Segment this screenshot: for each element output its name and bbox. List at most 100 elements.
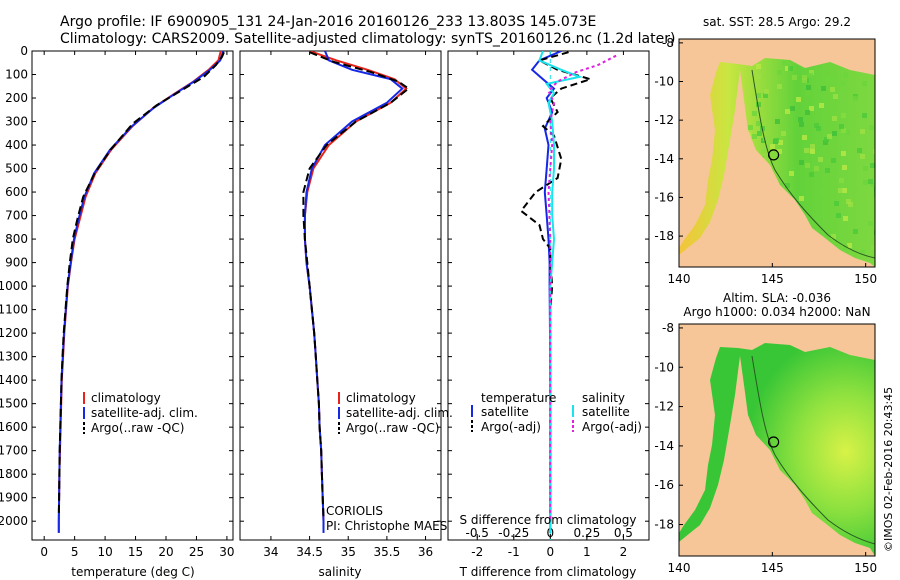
sst-pixel xyxy=(841,113,846,118)
imos-credit: ©IMOS 02-Feb-2016 20:43:45 xyxy=(882,387,895,552)
map-x-tick-label: 150 xyxy=(854,561,877,575)
map-x-tick-label: 140 xyxy=(668,561,691,575)
s-tick-label: 0.5 xyxy=(614,526,633,540)
depth-tick-label: 1400 xyxy=(0,373,28,387)
depth-tick-label: 0 xyxy=(20,44,28,58)
sst-pixel xyxy=(841,128,846,133)
salinity-x-label: salinity xyxy=(318,565,361,579)
x-tick-label: -1 xyxy=(508,545,520,559)
sst-pixel xyxy=(824,137,829,142)
s-tick-label: -0.25 xyxy=(498,526,529,540)
sst-pixel xyxy=(792,75,797,80)
map-y-tick-label: -16 xyxy=(654,190,674,204)
map-y-tick-label: -10 xyxy=(654,360,674,374)
map-x-tick-label: 150 xyxy=(854,272,877,286)
x-tick-label: 36 xyxy=(418,545,433,559)
sst-pixel xyxy=(805,110,810,115)
depth-tick-label: 1800 xyxy=(0,467,28,481)
legend-satellite-label: satellite-adj. clim. xyxy=(91,406,198,420)
depth-tick-label: 500 xyxy=(5,162,28,176)
sst-pixel xyxy=(770,144,775,149)
sst-pixel xyxy=(802,75,807,80)
salinity-argo-diff-line xyxy=(547,54,617,522)
sst-pixel xyxy=(818,157,823,162)
sst-pixel xyxy=(843,245,848,250)
x-tick-label: 1 xyxy=(583,545,591,559)
sst-pixel xyxy=(806,85,811,90)
s-tick-label: 0 xyxy=(547,526,555,540)
legend-temperature-heading: temperature xyxy=(481,391,556,405)
sla-map-subtitle: Argo h1000: 0.034 h2000: NaN xyxy=(683,305,870,319)
sst-pixel xyxy=(847,243,852,248)
sst-land-north xyxy=(679,39,875,248)
map-y-tick-label: -14 xyxy=(654,152,674,166)
temperature-x-label: temperature (deg C) xyxy=(71,565,194,579)
sst-pixel xyxy=(841,151,846,156)
legend-climatology-label: climatology xyxy=(91,391,161,405)
sst-pixel xyxy=(810,149,815,154)
sst-pixel xyxy=(868,221,873,226)
legend-t-argo-label: Argo(-adj) xyxy=(481,420,541,434)
legend-s-argo-label: Argo(-adj) xyxy=(582,420,642,434)
sst-map-frame xyxy=(678,38,876,268)
sst-pixel xyxy=(821,86,826,91)
map-x-tick-label: 145 xyxy=(761,561,784,575)
sst-pixel xyxy=(785,66,790,71)
sst-pixel xyxy=(839,124,844,129)
salinity-x-ticks: 34 34.5 35 35.5 36 xyxy=(263,51,433,559)
depth-tick-label: 800 xyxy=(5,232,28,246)
legend-t-satellite-label: satellite xyxy=(481,405,529,419)
sst-pixel xyxy=(826,77,831,82)
sst-pixel xyxy=(756,93,761,98)
map-x-tick-label: 145 xyxy=(761,272,784,286)
legend-satellite-label: satellite-adj. clim. xyxy=(346,406,453,420)
sst-pixel xyxy=(799,122,804,127)
sst-pixel xyxy=(831,158,836,163)
sst-pixel xyxy=(842,165,847,170)
x-tick-label: 35.5 xyxy=(374,545,401,559)
sst-pixel xyxy=(830,87,835,92)
sst-pixel xyxy=(805,91,810,96)
x-tick-label: 34 xyxy=(263,545,278,559)
sst-pixel xyxy=(842,188,847,193)
sst-pixel xyxy=(799,160,804,165)
x-tick-label: 5 xyxy=(71,545,79,559)
sla-land-cape-york xyxy=(679,356,875,556)
map-y-tick-label: -14 xyxy=(654,439,674,453)
depth-tick-label: 900 xyxy=(5,256,28,270)
sst-pixel xyxy=(845,130,850,135)
x-tick-label: 15 xyxy=(128,545,143,559)
sst-map-title: sat. SST: 28.5 Argo: 29.2 xyxy=(703,15,851,29)
data-centre-label: CORIOLIS xyxy=(326,504,383,518)
sst-pixel xyxy=(777,149,782,154)
sst-pixel xyxy=(756,102,761,107)
map-y-tick-label: -8 xyxy=(662,321,674,335)
sst-pixel xyxy=(761,149,766,154)
depth-tick-label: 1600 xyxy=(0,420,28,434)
sst-pixel xyxy=(777,70,782,75)
sst-land-cape-york xyxy=(679,70,875,267)
x-tick-label: 20 xyxy=(158,545,173,559)
sst-pixel xyxy=(777,84,782,89)
sst-pixel xyxy=(785,109,790,114)
sst-pixel xyxy=(764,89,769,94)
sst-pixel xyxy=(814,166,819,171)
sst-pixel xyxy=(782,60,787,65)
depth-tick-label: 400 xyxy=(5,138,28,152)
sla-map-ticks: 140 145 150 -8 -10 -12 -14 -16 -18 xyxy=(654,321,877,575)
depth-tick-label: 1300 xyxy=(0,350,28,364)
depth-tick-label: 600 xyxy=(5,185,28,199)
map-y-tick-label: -18 xyxy=(654,518,674,532)
sst-pixel xyxy=(853,96,858,101)
sst-pixel xyxy=(846,199,851,204)
s-tick-label: -0.5 xyxy=(466,526,489,540)
sst-pixel xyxy=(843,73,848,78)
sst-pixel xyxy=(810,144,815,149)
salinity-satellite-diff-line xyxy=(538,51,584,533)
sst-pixel xyxy=(860,129,865,134)
x-tick-label: 10 xyxy=(97,545,112,559)
map-y-tick-label: -12 xyxy=(654,113,674,127)
sst-pixel xyxy=(862,113,867,118)
sst-pixel xyxy=(757,131,762,136)
